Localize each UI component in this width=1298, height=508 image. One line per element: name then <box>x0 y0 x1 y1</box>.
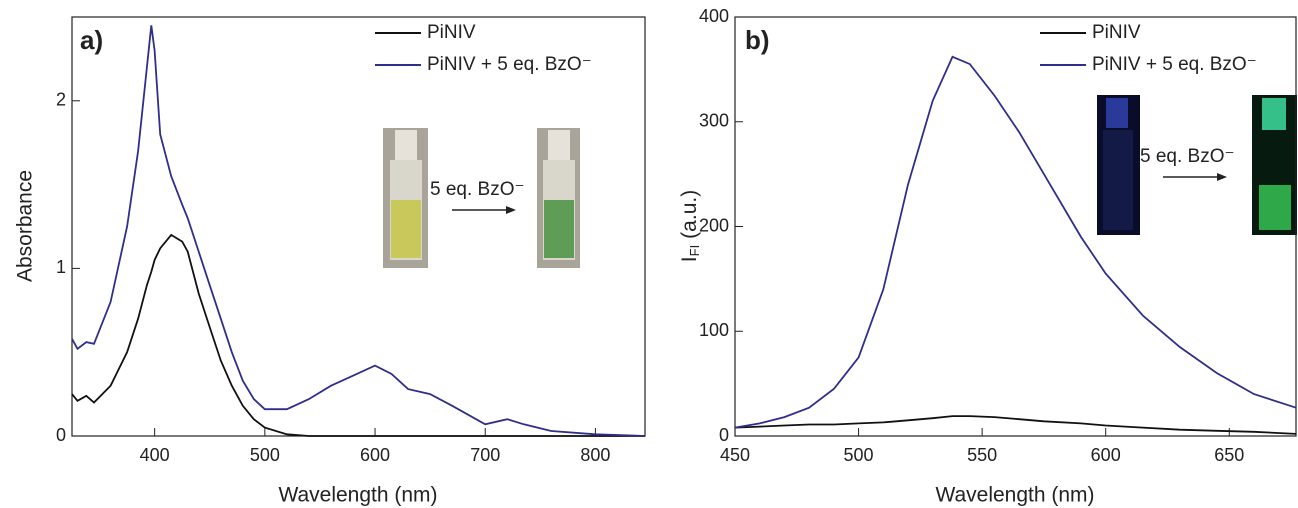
y-tick-label: 200 <box>699 215 729 235</box>
x-tick-label: 400 <box>140 445 170 465</box>
x-tick-label: 500 <box>250 445 280 465</box>
x-tick-label: 600 <box>360 445 390 465</box>
annotation: 5 eq. BzO⁻ <box>430 179 525 200</box>
panel-label: a) <box>80 25 103 55</box>
x-tick-label: 450 <box>720 445 750 465</box>
y-axis-title-subscript: FI <box>687 245 702 257</box>
x-tick-label: 600 <box>1091 445 1121 465</box>
legend-label: PiNIV <box>1092 22 1141 43</box>
y-tick-label: 2 <box>56 90 66 110</box>
x-tick-label: 500 <box>844 445 874 465</box>
y-tick-label: 400 <box>699 6 729 26</box>
legend-label: PiNIV + 5 eq. BzO⁻ <box>427 54 592 75</box>
y-tick-label: 1 <box>56 257 66 277</box>
y-axis-title-main: I <box>678 256 701 262</box>
data-line <box>71 25 646 437</box>
inset-photo <box>1097 95 1297 235</box>
legend-label: PiNIV <box>427 22 476 43</box>
data-line <box>734 415 1297 435</box>
x-axis-title: Wavelength (nm) <box>935 484 1094 507</box>
data-line <box>734 55 1297 429</box>
x-tick-label: 700 <box>470 445 500 465</box>
y-axis-title: IFI (a.u.) <box>678 190 703 262</box>
x-tick-label: 800 <box>580 445 610 465</box>
plot-frame <box>734 16 1297 437</box>
inset-photo <box>383 128 580 268</box>
x-tick-label: 550 <box>967 445 997 465</box>
panel-label: b) <box>745 25 770 55</box>
y-tick-label: 0 <box>56 425 66 445</box>
x-tick-label: 650 <box>1214 445 1244 465</box>
y-tick-label: 100 <box>699 320 729 340</box>
x-axis-title: Wavelength (nm) <box>278 484 437 507</box>
y-tick-label: 300 <box>699 111 729 131</box>
y-tick-label: 0 <box>719 425 729 445</box>
legend-label: PiNIV + 5 eq. BzO⁻ <box>1092 54 1257 75</box>
y-axis-title-unit: (a.u.) <box>678 190 701 239</box>
data-line <box>71 233 645 437</box>
y-axis-title: Absorbance <box>14 170 37 282</box>
annotation: 5 eq. BzO⁻ <box>1140 146 1235 167</box>
